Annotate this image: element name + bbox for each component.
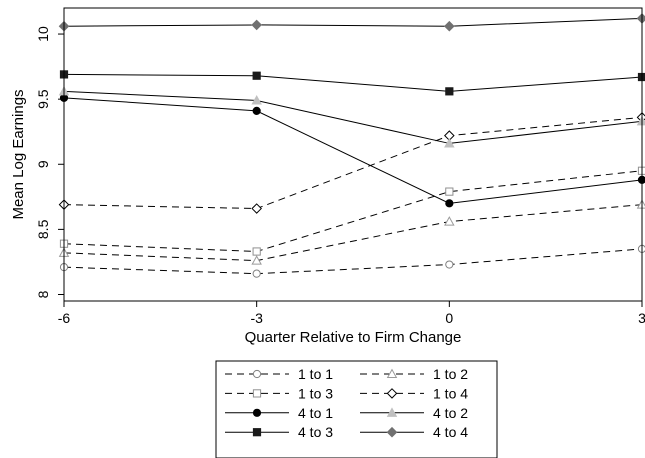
x-tick-label: -3: [250, 310, 263, 326]
series-line-1-to-2: [63, 204, 643, 262]
data-point-4-to-2: [444, 138, 455, 148]
data-point-4-to-4: [636, 13, 645, 24]
legend-item-4-to-2: 4 to 2: [360, 405, 468, 421]
series-1-to-1: [59, 244, 645, 278]
data-point-1-to-4: [251, 203, 262, 214]
series-line-4-to-3: [63, 73, 643, 92]
y-tick-label: 8: [35, 290, 51, 298]
legend-item-1-to-2: 1 to 2: [360, 366, 468, 382]
series-1-to-2: [58, 199, 645, 265]
legend-label: 1 to 3: [298, 385, 333, 401]
y-tick-label: 8.5: [35, 219, 51, 239]
data-point-1-to-2: [251, 255, 262, 265]
series-line-4-to-2: [63, 90, 643, 144]
data-point-4-to-1: [252, 106, 261, 115]
legend-marker: [386, 407, 398, 417]
data-point-4-to-4: [444, 20, 455, 32]
legend-marker: [252, 408, 262, 417]
legend-label: 4 to 4: [433, 424, 468, 440]
series-line-1-to-1: [63, 248, 643, 275]
data-point-1-to-2: [444, 216, 455, 226]
series-1-to-3: [59, 166, 645, 256]
series-4-to-2: [58, 85, 645, 148]
series-1-to-4: [58, 112, 645, 214]
series-line-4-to-1: [63, 97, 643, 204]
legend-marker: [252, 428, 262, 437]
legend-marker: [252, 369, 262, 379]
legend-item-1-to-4: 1 to 4: [360, 385, 468, 401]
legend-marker: [386, 426, 398, 438]
data-point-1-to-3: [252, 247, 261, 256]
plot-frame: [63, 7, 643, 302]
legend-marker: [386, 368, 398, 379]
data-point-4-to-3: [252, 71, 261, 80]
data-point-4-to-4: [251, 19, 262, 31]
y-tick-label: 9: [35, 160, 51, 168]
legend-label: 1 to 1: [298, 366, 333, 382]
legend-marker: [252, 389, 262, 398]
legend-item-1-to-3: 1 to 3: [225, 385, 333, 401]
legend: 1 to 1 1 to 2 1 to 3 1 to 4 4 to 1 4 to 2 4 to…: [215, 360, 498, 458]
legend-label: 4 to 1: [298, 405, 333, 421]
y-axis-title: Mean Log Earnings: [10, 89, 27, 219]
series-line-4-to-4: [63, 17, 643, 27]
series-line-1-to-3: [63, 170, 643, 253]
legend-label: 4 to 3: [298, 424, 333, 440]
data-point-1-to-1: [445, 260, 454, 269]
legend-label: 1 to 2: [433, 366, 468, 382]
legend-item-4-to-1: 4 to 1: [225, 405, 333, 421]
x-axis-title: Quarter Relative to Firm Change: [245, 329, 462, 346]
series-4-to-4: [58, 13, 645, 32]
data-point-4-to-3: [445, 87, 454, 96]
plot-area: [58, 13, 645, 278]
x-tick-label: 0: [445, 310, 453, 326]
data-point-1-to-3: [445, 187, 454, 196]
legend-item-4-to-3: 4 to 3: [225, 424, 333, 440]
x-tick-label: -6: [58, 310, 71, 326]
legend-item-4-to-4: 4 to 4: [360, 424, 468, 440]
legend-marker: [386, 388, 398, 399]
axes: 8 8.5 9 9.5 10 -6 -3 0 3: [35, 7, 645, 326]
data-point-4-to-2: [251, 95, 262, 105]
data-point-1-to-2: [636, 199, 645, 209]
legend-box: [215, 360, 498, 458]
data-point-1-to-1: [252, 269, 261, 278]
legend-label: 1 to 4: [433, 385, 468, 401]
series-line-1-to-4: [63, 116, 643, 210]
legend-label: 4 to 2: [433, 405, 468, 421]
legend-item-1-to-1: 1 to 1: [225, 366, 333, 382]
x-tick-label: 3: [638, 310, 645, 326]
y-tick-label: 10: [35, 26, 51, 42]
series-4-to-3: [59, 70, 645, 96]
data-point-4-to-1: [445, 199, 454, 208]
y-tick-label: 9.5: [35, 89, 51, 109]
series-4-to-1: [59, 93, 645, 208]
